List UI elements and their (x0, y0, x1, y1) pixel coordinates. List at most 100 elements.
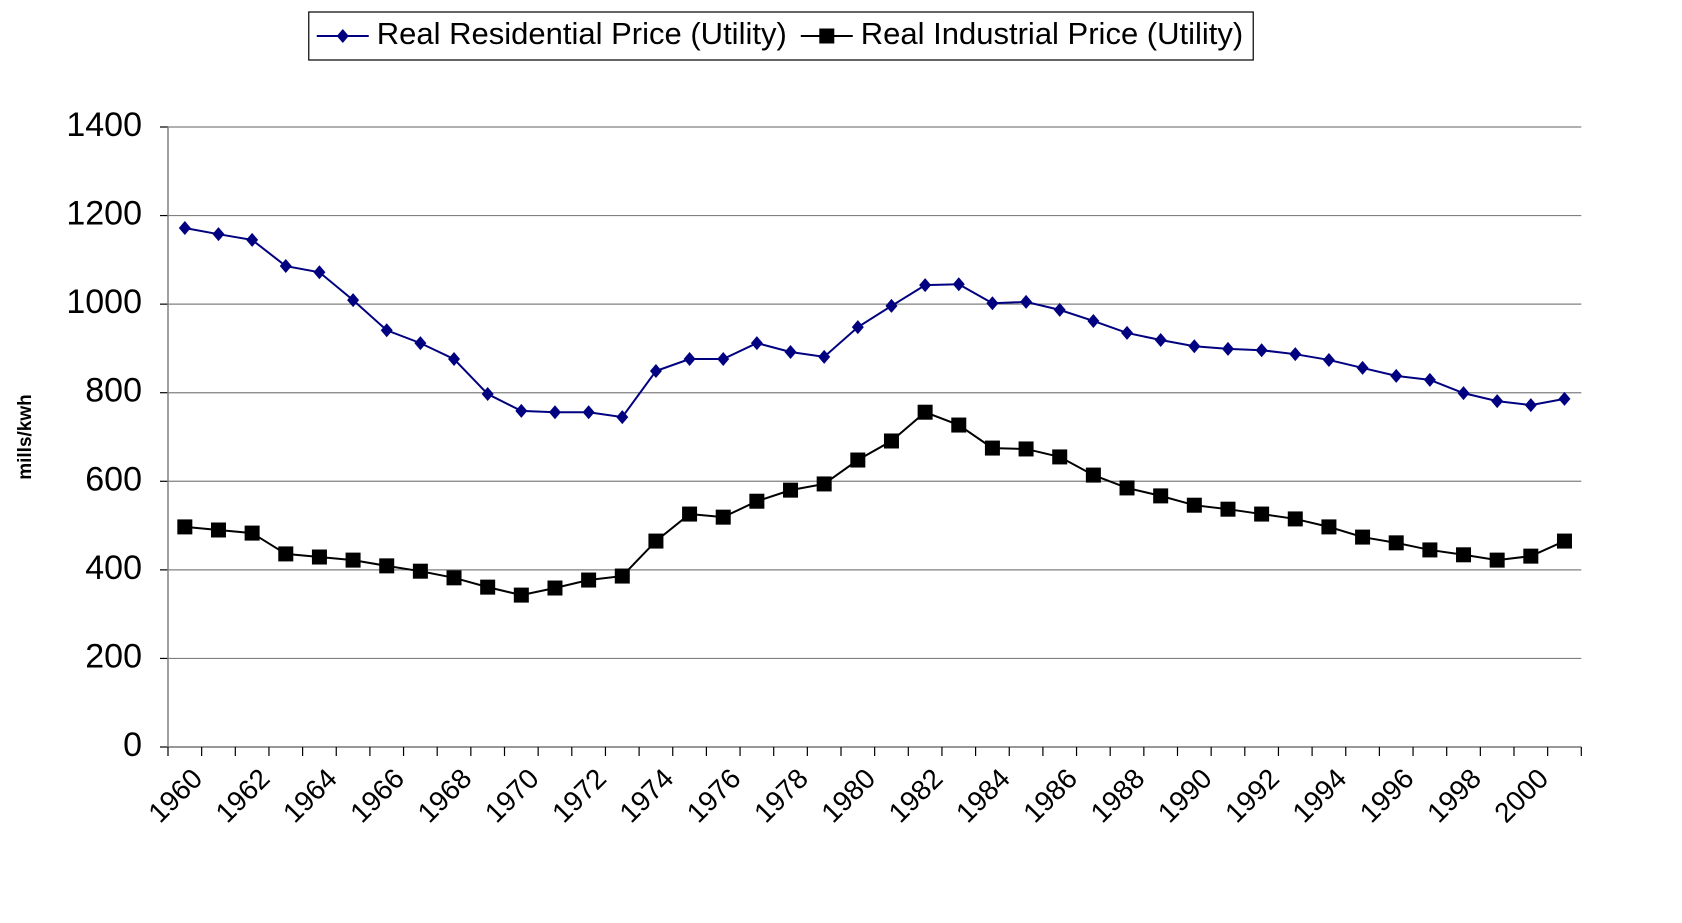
marker (279, 259, 292, 274)
marker (816, 476, 832, 492)
marker (1220, 501, 1236, 517)
marker (818, 349, 831, 364)
marker (311, 549, 327, 565)
marker (244, 525, 260, 541)
marker (581, 572, 597, 588)
marker (1087, 313, 1100, 328)
marker (1558, 391, 1571, 406)
marker (1020, 294, 1033, 309)
x-tick-label: 1998 (1421, 763, 1487, 829)
marker (919, 278, 932, 293)
marker (1523, 548, 1539, 564)
y-tick-label: 600 (85, 460, 142, 498)
marker (414, 336, 427, 351)
legend: Real Residential Price (Utility) Real Ind… (308, 11, 1254, 61)
marker (582, 405, 595, 420)
marker (885, 298, 898, 313)
marker (682, 506, 698, 522)
marker (1255, 343, 1268, 358)
marker (1422, 542, 1438, 558)
x-tick-label: 1982 (883, 763, 949, 829)
x-tick-label: 2000 (1488, 763, 1554, 829)
marker (513, 587, 529, 603)
marker (1085, 467, 1101, 483)
x-tick-label: 1970 (479, 763, 545, 829)
marker (515, 403, 528, 418)
marker (1153, 488, 1169, 504)
marker (380, 323, 393, 338)
y-tick-label: 0 (123, 726, 142, 764)
x-tick-label: 1994 (1286, 763, 1352, 829)
marker (446, 570, 462, 586)
x-tick-label: 1988 (1085, 763, 1151, 829)
marker (210, 522, 226, 538)
x-tick-label: 1992 (1219, 763, 1285, 829)
marker (1121, 325, 1134, 340)
y-tick-label: 1400 (66, 106, 142, 144)
marker (177, 519, 193, 535)
marker (379, 558, 395, 574)
marker (984, 440, 1000, 456)
marker (1356, 360, 1369, 375)
marker (883, 433, 899, 449)
marker (547, 580, 563, 596)
marker (246, 232, 259, 247)
marker (1053, 302, 1066, 317)
x-tick-label: 1964 (277, 763, 343, 829)
x-tick-label: 1986 (1017, 763, 1083, 829)
marker (1423, 372, 1436, 387)
marker (917, 404, 933, 420)
x-tick-label: 1990 (1152, 763, 1218, 829)
marker (481, 387, 494, 402)
marker (212, 227, 225, 242)
marker (347, 293, 360, 308)
legend-box (308, 11, 1254, 61)
legend-label: Real Residential Price (Utility) (377, 16, 787, 51)
marker (616, 410, 629, 425)
marker (850, 452, 866, 468)
marker (1390, 368, 1403, 383)
marker (178, 220, 191, 235)
series-line (184, 226, 1565, 419)
marker (1188, 339, 1201, 354)
x-tick-label: 1966 (344, 763, 410, 829)
x-tick-label: 1996 (1354, 763, 1420, 829)
marker (1355, 529, 1371, 545)
marker (1388, 535, 1404, 551)
y-tick-label: 400 (85, 549, 142, 587)
x-tick-label: 1974 (613, 763, 679, 829)
marker (819, 28, 835, 44)
x-tick-label: 1984 (950, 763, 1016, 829)
y-tick-label: 200 (85, 637, 142, 675)
marker (717, 352, 730, 367)
marker (1456, 547, 1472, 563)
marker (1524, 398, 1537, 413)
marker (1322, 352, 1335, 367)
x-tick-label: 1980 (815, 763, 881, 829)
y-tick-label: 1200 (66, 195, 142, 233)
marker (1154, 333, 1167, 348)
marker (1556, 533, 1572, 549)
marker (336, 29, 349, 43)
marker (1289, 347, 1302, 362)
y-axis-label: mills/kwh (15, 394, 36, 480)
marker (649, 364, 662, 379)
marker (448, 352, 461, 367)
x-tick-label: 1972 (546, 763, 612, 829)
marker (313, 265, 326, 280)
marker (851, 320, 864, 335)
marker (952, 277, 965, 292)
marker (1119, 480, 1135, 496)
marker (784, 344, 797, 359)
marker (345, 552, 361, 568)
legend-label: Real Industrial Price (Utility) (861, 16, 1243, 51)
marker (1186, 497, 1202, 513)
marker (480, 579, 496, 595)
marker (715, 509, 731, 525)
x-tick-label: 1978 (748, 763, 814, 829)
marker (1221, 341, 1234, 356)
marker (1457, 386, 1470, 401)
marker (783, 482, 799, 498)
marker (951, 417, 967, 433)
